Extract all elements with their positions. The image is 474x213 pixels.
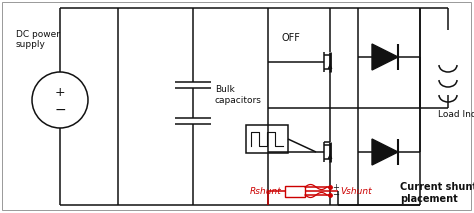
Text: DC power
supply: DC power supply (16, 30, 60, 49)
Text: −: − (332, 190, 339, 200)
Bar (246, 125, 288, 153)
Text: Rshunt: Rshunt (250, 187, 282, 196)
Polygon shape (372, 139, 398, 165)
Polygon shape (372, 44, 398, 70)
Text: +: + (332, 183, 339, 191)
Text: −: − (54, 103, 66, 117)
Bar (285, 186, 305, 197)
Text: Vshunt: Vshunt (340, 187, 372, 196)
Text: Current shunt
placement: Current shunt placement (400, 182, 474, 204)
Text: OFF: OFF (282, 33, 301, 43)
Text: +: + (55, 85, 65, 98)
Text: Load Inductor: Load Inductor (438, 110, 474, 119)
Text: Bulk
capacitors: Bulk capacitors (215, 85, 262, 105)
